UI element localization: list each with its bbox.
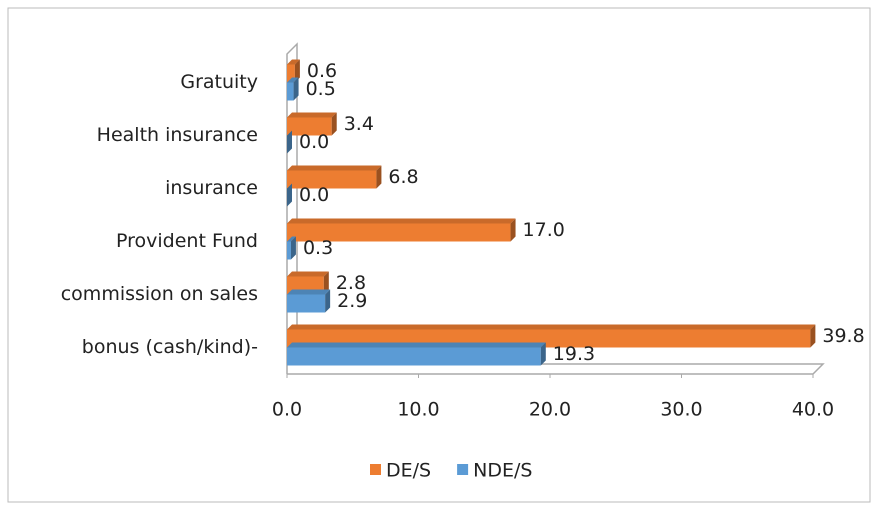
bar xyxy=(287,223,511,242)
legend-swatch xyxy=(457,464,469,475)
bar-side xyxy=(325,289,331,313)
value-label: 2.8 xyxy=(336,272,366,294)
bar xyxy=(287,64,295,83)
x-tick-label: 40.0 xyxy=(792,399,834,421)
legend-label: NDE/S xyxy=(473,460,532,482)
bar-side xyxy=(294,59,300,83)
bar xyxy=(287,117,332,136)
bar xyxy=(287,170,377,189)
value-label: 2.9 xyxy=(337,290,367,312)
legend-label: DE/S xyxy=(386,460,431,482)
value-label: 0.3 xyxy=(303,237,333,259)
bar-top xyxy=(287,271,329,277)
value-label: 17.0 xyxy=(523,219,565,241)
bar-side xyxy=(323,271,329,295)
bar-top xyxy=(287,112,337,118)
bar-side xyxy=(331,112,337,136)
bar xyxy=(287,347,541,366)
value-label: 3.4 xyxy=(344,113,374,135)
bar-top xyxy=(287,236,296,242)
y-tick-label: Health insurance xyxy=(97,124,258,146)
value-label: 0.6 xyxy=(307,60,337,82)
value-label: 6.8 xyxy=(388,166,418,188)
y-tick-label: commission on sales xyxy=(61,283,258,305)
x-tick-label: 10.0 xyxy=(397,399,439,421)
value-label: 0.0 xyxy=(299,131,329,153)
bar-top xyxy=(287,289,331,295)
bar-top xyxy=(287,77,299,83)
y-tick-label: Gratuity xyxy=(180,71,258,93)
value-label: 0.0 xyxy=(299,184,329,206)
bar-side xyxy=(376,165,382,189)
chart-frame xyxy=(7,7,871,503)
bar-side xyxy=(510,218,516,242)
x-tick-label: 0.0 xyxy=(272,399,302,421)
bar-side xyxy=(287,183,292,207)
bar-top xyxy=(287,342,546,348)
bar-side xyxy=(287,130,292,154)
y-tick-label: Provident Fund xyxy=(116,230,258,252)
value-label: 39.8 xyxy=(822,325,864,347)
legend-swatch xyxy=(370,464,381,475)
bar-side xyxy=(293,77,299,101)
x-tick-label: 30.0 xyxy=(660,399,702,421)
y-tick-label: insurance xyxy=(165,177,258,199)
y-tick-label: bonus (cash/kind)- xyxy=(82,336,258,358)
bar xyxy=(287,294,326,313)
bar-side xyxy=(540,342,546,366)
bar-top xyxy=(287,324,816,330)
value-label: 19.3 xyxy=(553,343,595,365)
x-tick-label: 20.0 xyxy=(529,399,571,421)
bar xyxy=(287,241,291,260)
axis-wall xyxy=(286,42,298,374)
bar xyxy=(287,82,294,101)
bar-side xyxy=(290,236,296,260)
bar-top xyxy=(287,218,516,224)
bar-top xyxy=(287,59,300,65)
bar-top xyxy=(287,165,382,171)
value-label: 0.5 xyxy=(306,78,336,100)
bar-side xyxy=(810,324,816,348)
